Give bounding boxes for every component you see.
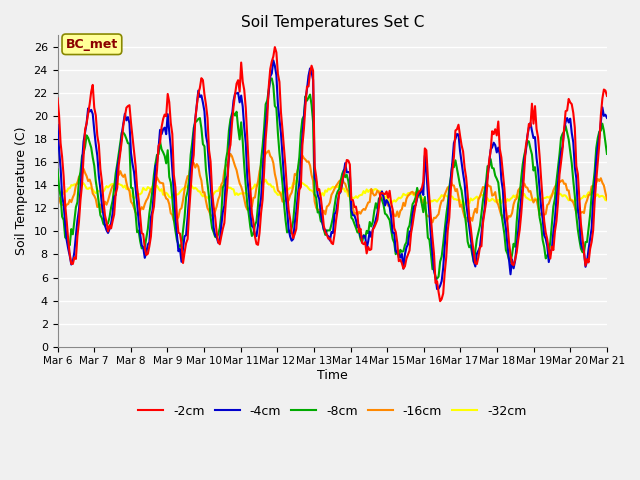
- Line: -32cm: -32cm: [58, 180, 607, 205]
- -16cm: [236, 180, 243, 186]
- -8cm: [54, 167, 61, 172]
- -8cm: [218, 212, 225, 218]
- -32cm: [121, 183, 129, 189]
- -8cm: [575, 237, 583, 243]
- -4cm: [296, 180, 303, 185]
- -2cm: [296, 187, 303, 192]
- -32cm: [245, 191, 253, 196]
- -4cm: [603, 115, 611, 120]
- -4cm: [121, 111, 129, 117]
- -32cm: [236, 191, 243, 197]
- -4cm: [245, 191, 253, 196]
- -8cm: [236, 136, 243, 142]
- Line: -2cm: -2cm: [58, 47, 607, 301]
- -16cm: [121, 172, 129, 178]
- Line: -16cm: -16cm: [58, 151, 607, 222]
- -32cm: [218, 184, 225, 190]
- -16cm: [218, 182, 225, 188]
- -32cm: [575, 197, 583, 203]
- -16cm: [429, 219, 436, 225]
- -8cm: [245, 212, 253, 217]
- -16cm: [265, 148, 273, 154]
- -8cm: [296, 154, 303, 160]
- -2cm: [236, 89, 243, 95]
- -8cm: [603, 151, 611, 157]
- Text: BC_met: BC_met: [66, 38, 118, 51]
- -2cm: [271, 44, 278, 50]
- -16cm: [245, 207, 253, 213]
- -32cm: [461, 202, 468, 208]
- -2cm: [54, 96, 61, 101]
- -32cm: [296, 180, 303, 186]
- Line: -4cm: -4cm: [58, 60, 607, 289]
- Y-axis label: Soil Temperature (C): Soil Temperature (C): [15, 127, 28, 255]
- -4cm: [575, 217, 583, 223]
- -16cm: [603, 196, 611, 202]
- -32cm: [262, 177, 269, 182]
- -16cm: [575, 211, 583, 217]
- Line: -8cm: -8cm: [58, 78, 607, 279]
- X-axis label: Time: Time: [317, 369, 348, 382]
- -4cm: [218, 223, 225, 228]
- -2cm: [121, 114, 129, 120]
- -2cm: [575, 196, 583, 202]
- -4cm: [269, 58, 277, 63]
- -2cm: [436, 298, 444, 304]
- Title: Soil Temperatures Set C: Soil Temperatures Set C: [241, 15, 424, 30]
- Legend: -2cm, -4cm, -8cm, -16cm, -32cm: -2cm, -4cm, -8cm, -16cm, -32cm: [133, 400, 531, 423]
- -4cm: [236, 99, 243, 105]
- -8cm: [433, 276, 441, 282]
- -16cm: [54, 194, 61, 200]
- -2cm: [218, 233, 225, 239]
- -4cm: [433, 286, 441, 292]
- -32cm: [54, 187, 61, 192]
- -16cm: [296, 160, 303, 166]
- -4cm: [54, 122, 61, 128]
- -2cm: [245, 166, 253, 171]
- -32cm: [603, 198, 611, 204]
- -8cm: [268, 75, 276, 81]
- -8cm: [121, 132, 129, 138]
- -2cm: [603, 93, 611, 99]
